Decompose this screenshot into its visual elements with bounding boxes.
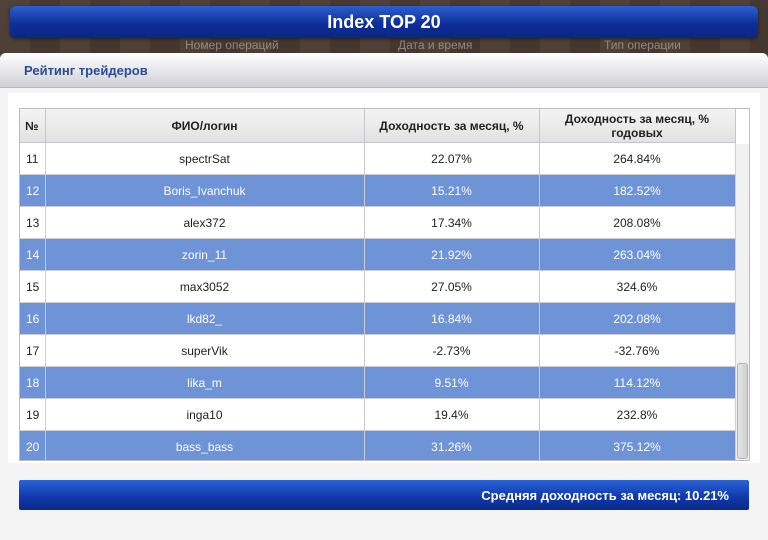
window-title: Index TOP 20 [327, 11, 441, 32]
cell-number: 15 [20, 270, 46, 303]
window-title-bar: Index TOP 20 [10, 6, 758, 38]
table-scrollbar-thumb[interactable] [737, 363, 748, 459]
panel-title: Рейтинг трейдеров [24, 63, 148, 78]
cell-annual-return: 375.12% [539, 430, 736, 460]
background-header-operation-type: Тип операции [604, 38, 681, 52]
average-return-bar: Средняя доходность за месяц: 10.21% [19, 480, 749, 510]
cell-annual-return: 182.52% [539, 174, 736, 207]
cell-number: 17 [20, 334, 46, 367]
cell-monthly-return: -2.73% [364, 334, 540, 367]
background-header-datetime: Дата и время [398, 38, 473, 52]
cell-number: 13 [20, 206, 46, 239]
table-row[interactable]: 17 superVik -2.73% -32.76% [20, 334, 736, 367]
rating-table: № ФИО/логин Доходность за месяц, % Доход… [20, 109, 736, 460]
column-header-login[interactable]: ФИО/логин [45, 109, 365, 143]
cell-login: zorin_11 [45, 238, 365, 271]
cell-annual-return: 114.12% [539, 366, 736, 399]
cell-number: 14 [20, 238, 46, 271]
table-row[interactable]: 14 zorin_11 21.92% 263.04% [20, 238, 736, 271]
cell-number: 19 [20, 398, 46, 431]
cell-login: inga10 [45, 398, 365, 431]
table-row[interactable]: 13 alex372 17.34% 208.08% [20, 206, 736, 239]
traders-rating-panel: Рейтинг трейдеров № ФИО/логин Доходность… [0, 53, 768, 540]
cell-monthly-return: 22.07% [364, 142, 540, 175]
cell-number: 11 [20, 142, 46, 175]
cell-login: lkd82_ [45, 302, 365, 335]
column-header-monthly-return[interactable]: Доходность за месяц, % [364, 109, 540, 143]
cell-annual-return: 232.8% [539, 398, 736, 431]
cell-number: 16 [20, 302, 46, 335]
cell-monthly-return: 9.51% [364, 366, 540, 399]
cell-monthly-return: 17.34% [364, 206, 540, 239]
table-row[interactable]: 20 bass_bass 31.26% 375.12% [20, 430, 736, 460]
average-return-text: Средняя доходность за месяц: 10.21% [481, 488, 729, 503]
cell-login: superVik [45, 334, 365, 367]
table-row[interactable]: 16 lkd82_ 16.84% 202.08% [20, 302, 736, 335]
cell-monthly-return: 16.84% [364, 302, 540, 335]
cell-login: bass_bass [45, 430, 365, 460]
cell-login: Boris_Ivanchuk [45, 174, 365, 207]
table-row[interactable]: 12 Boris_Ivanchuk 15.21% 182.52% [20, 174, 736, 207]
table-row[interactable]: 11 spectrSat 22.07% 264.84% [20, 142, 736, 175]
cell-number: 12 [20, 174, 46, 207]
panel-content: № ФИО/логин Доходность за месяц, % Доход… [8, 93, 760, 463]
cell-monthly-return: 15.21% [364, 174, 540, 207]
column-header-annual-return[interactable]: Доходность за месяц, % годовых [539, 109, 736, 143]
cell-annual-return: 208.08% [539, 206, 736, 239]
cell-login: alex372 [45, 206, 365, 239]
table-row[interactable]: 18 lika_m 9.51% 114.12% [20, 366, 736, 399]
rating-table-container[interactable]: № ФИО/логин Доходность за месяц, % Доход… [19, 108, 750, 461]
cell-number: 18 [20, 366, 46, 399]
table-header-row: № ФИО/логин Доходность за месяц, % Доход… [20, 109, 736, 143]
cell-login: lika_m [45, 366, 365, 399]
cell-annual-return: 264.84% [539, 142, 736, 175]
cell-monthly-return: 31.26% [364, 430, 540, 460]
cell-login: spectrSat [45, 142, 365, 175]
cell-annual-return: 263.04% [539, 238, 736, 271]
panel-header: Рейтинг трейдеров [0, 53, 768, 88]
cell-number: 20 [20, 430, 46, 460]
background-header-operation-number: Номер операций [185, 38, 279, 52]
cell-monthly-return: 21.92% [364, 238, 540, 271]
cell-login: max3052 [45, 270, 365, 303]
cell-annual-return: 202.08% [539, 302, 736, 335]
cell-monthly-return: 27.05% [364, 270, 540, 303]
background-headers: Номер операций Дата и время Тип операции [0, 36, 768, 56]
cell-annual-return: -32.76% [539, 334, 736, 367]
cell-annual-return: 324.6% [539, 270, 736, 303]
table-row[interactable]: 19 inga10 19.4% 232.8% [20, 398, 736, 431]
table-row[interactable]: 15 max3052 27.05% 324.6% [20, 270, 736, 303]
cell-monthly-return: 19.4% [364, 398, 540, 431]
column-header-number[interactable]: № [20, 109, 46, 143]
